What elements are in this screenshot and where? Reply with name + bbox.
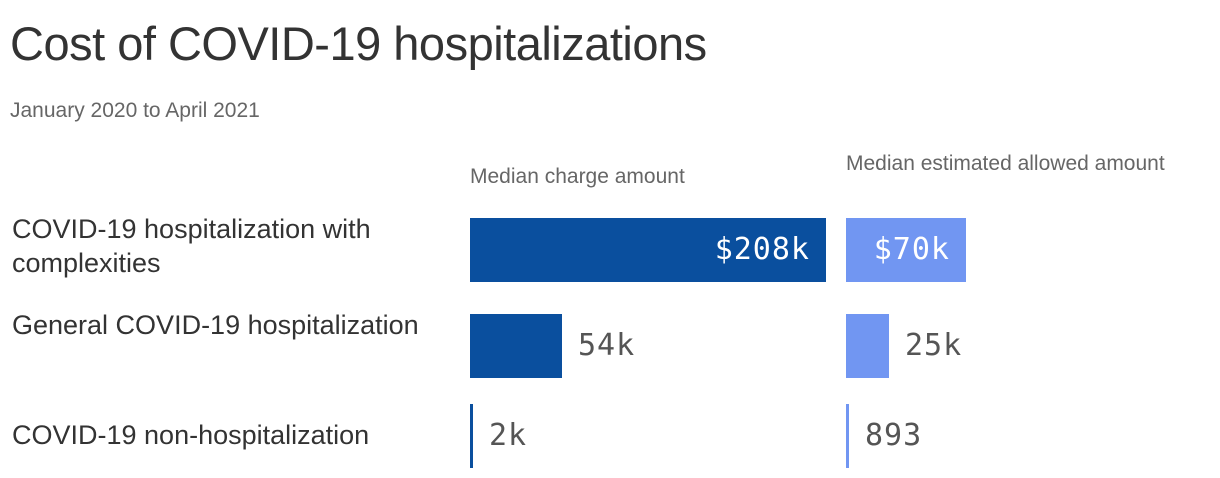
data-label: $70k xyxy=(873,232,950,267)
column-header-charge: Median charge amount xyxy=(470,165,685,188)
data-label: $208k xyxy=(714,232,810,267)
bar xyxy=(846,314,889,378)
row-label: COVID-19 non-hospitalization xyxy=(12,420,370,450)
row-label: General COVID-19 hospitalization xyxy=(12,310,419,340)
bar xyxy=(470,314,562,378)
data-label: 54k xyxy=(578,328,636,363)
chart-title: Cost of COVID-19 hospitalizations xyxy=(10,17,707,70)
bar xyxy=(846,404,849,468)
chart-subtitle: January 2020 to April 2021 xyxy=(10,99,260,122)
row-label: COVID-19 hospitalization with complexiti… xyxy=(12,214,371,278)
column-header-allowed: Median estimated allowed amount xyxy=(846,152,1165,175)
data-label: 893 xyxy=(865,418,923,453)
bar xyxy=(470,218,826,282)
data-label: 2k xyxy=(489,418,528,453)
bar xyxy=(470,404,473,468)
bar xyxy=(846,218,966,282)
data-label: 25k xyxy=(905,328,963,363)
